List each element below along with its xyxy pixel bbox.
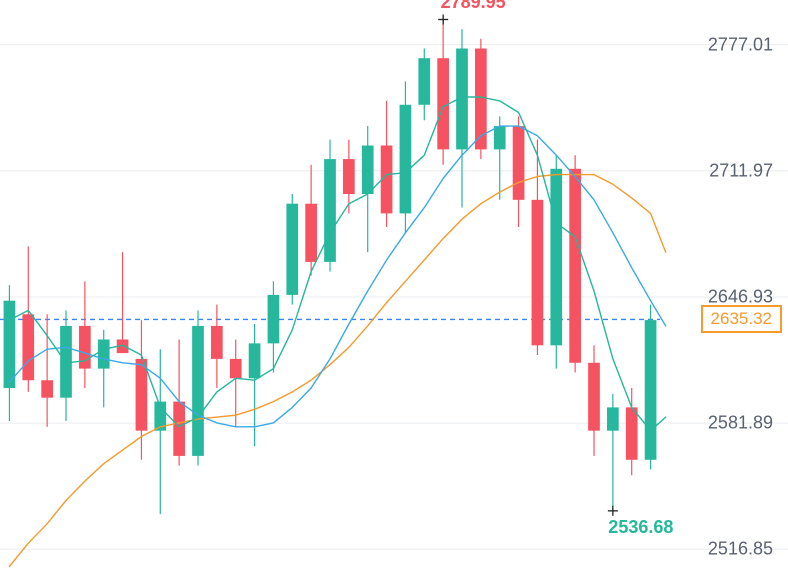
low-price-label: 2536.68 [608, 517, 673, 538]
last-price-tag: 2635.32 [701, 305, 782, 333]
y-axis-label: 2516.85 [708, 539, 773, 560]
high-price-label: 2789.95 [441, 0, 506, 13]
y-axis-label: 2711.97 [709, 160, 773, 181]
y-axis-label: 2581.89 [708, 413, 773, 434]
y-axis-label: 2646.93 [708, 286, 773, 307]
chart-canvas[interactable] [0, 0, 788, 582]
y-axis-label: 2777.01 [708, 34, 773, 55]
candlestick-chart[interactable]: 2777.01 2711.97 2646.93 2581.89 2516.85 2635.… [0, 0, 788, 582]
